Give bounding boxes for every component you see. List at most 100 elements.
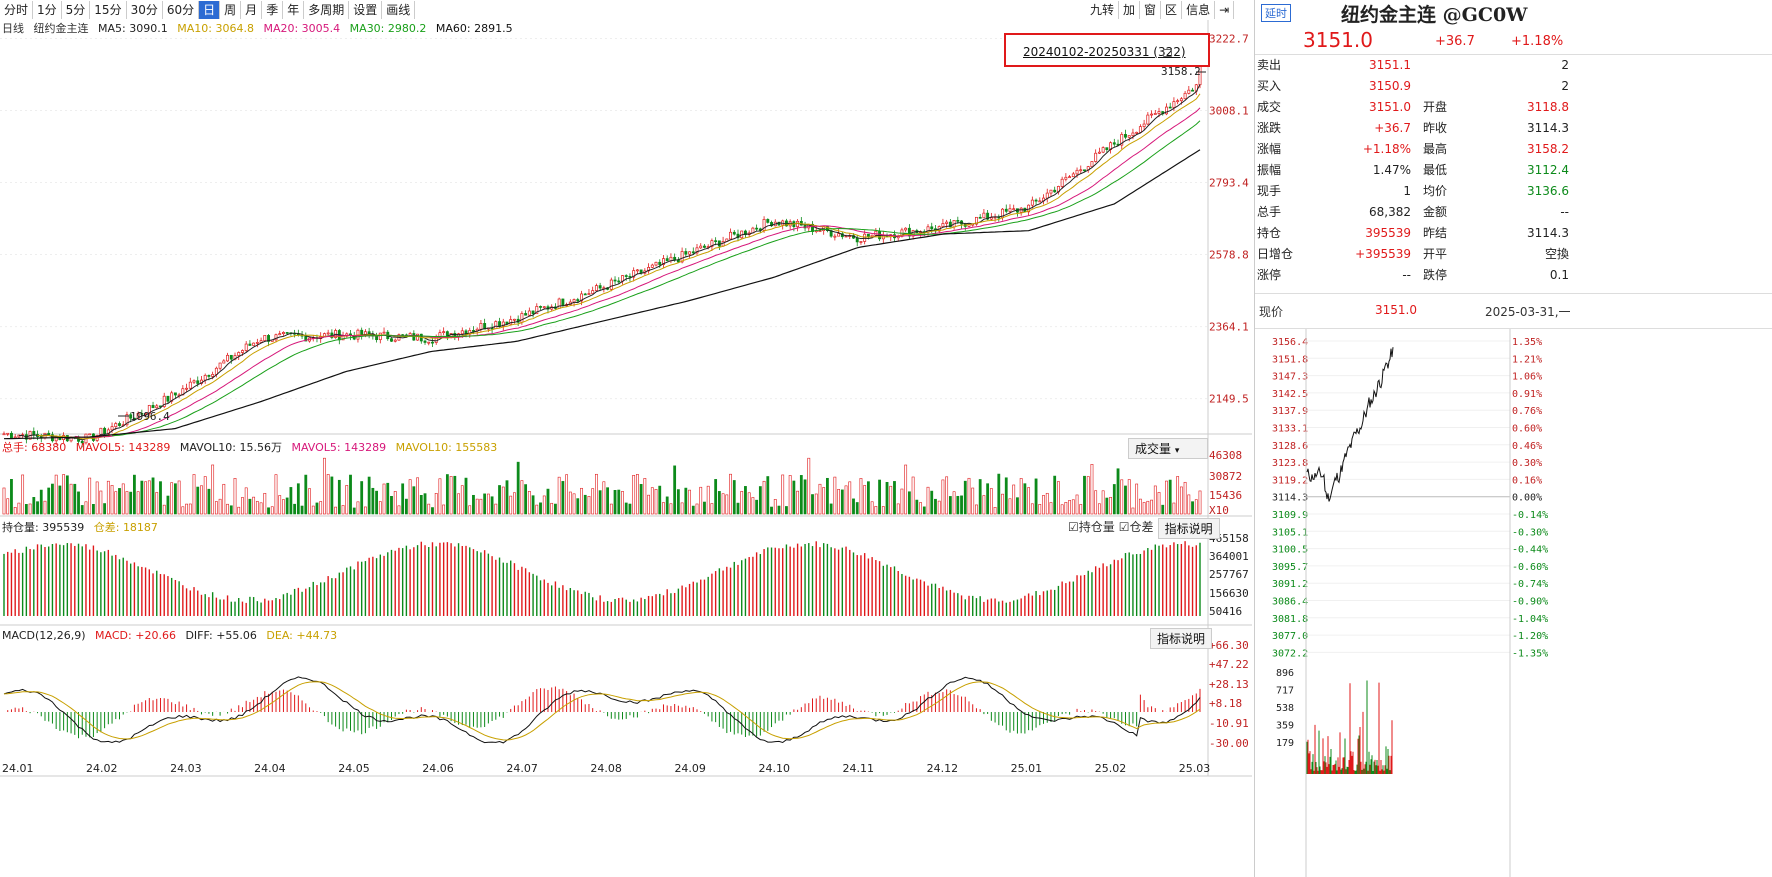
collapse-panel-icon[interactable]: ⇥: [1215, 1, 1235, 19]
volume-bar: [1071, 499, 1075, 515]
quote-row-value2: 0.1: [1549, 268, 1569, 282]
period-tab-6[interactable]: 日: [199, 1, 221, 19]
volume-bar: [896, 503, 900, 515]
intraday-chart[interactable]: 3156.4 1.35% 3151.8 1.21% 3147.3 1.06% 3142.5 0…: [1254, 329, 1572, 877]
candle-body: [557, 298, 561, 309]
period-tab-12[interactable]: 设置: [349, 1, 383, 19]
candle-body: [1168, 106, 1172, 109]
quote-row-value: --: [1402, 268, 1411, 282]
volume-bar: [464, 477, 468, 515]
period-tab-5[interactable]: 60分: [163, 1, 200, 19]
candle-body: [837, 233, 841, 237]
volume-bar: [669, 503, 673, 515]
period-tab-0[interactable]: 分时: [0, 1, 34, 19]
volume-bar: [826, 477, 829, 515]
volume-bar: [658, 485, 662, 515]
candle-body: [974, 216, 978, 225]
volume-bar: [252, 496, 256, 515]
period-tab-7[interactable]: 周: [220, 1, 242, 19]
quote-row-key: 涨停: [1257, 268, 1282, 282]
candle-body: [442, 331, 446, 333]
volume-bar: [259, 502, 263, 515]
date-range-box[interactable]: 20240102-20250331 (322): [1004, 33, 1210, 67]
volume-bar: [941, 479, 945, 515]
quote-row-value: 395539: [1365, 226, 1411, 240]
candle-body: [103, 427, 107, 435]
kline-chart[interactable]: 3222.7 3008.1 2793.4 2578.8 2364.1 2149.5 3158…: [0, 0, 1252, 877]
quote-row-key: 总手: [1257, 205, 1282, 219]
period-tab-8[interactable]: 月: [241, 1, 263, 19]
date-axis-label: 24.10: [759, 762, 791, 775]
oi-diff-value: 18187: [122, 521, 158, 534]
lock-icon[interactable]: [1163, 49, 1172, 57]
volume-bar: [591, 488, 595, 515]
volume-bar: [874, 506, 878, 515]
period-tab-2[interactable]: 5分: [62, 1, 91, 19]
volume-bar: [43, 500, 47, 515]
period-tab-13[interactable]: 画线: [382, 1, 416, 19]
period-tab-9[interactable]: 季: [262, 1, 284, 19]
intraday-price-label: 3151.8: [1272, 354, 1308, 365]
oi-axis-label: 50416: [1209, 605, 1242, 618]
candle-body: [185, 387, 189, 390]
period-tab-11[interactable]: 多周期: [304, 1, 350, 19]
volume-bar: [211, 464, 215, 515]
volume-bar: [680, 502, 684, 515]
oi-explain-button[interactable]: 指标说明: [1157, 518, 1220, 539]
tool-button-4[interactable]: 信息: [1182, 1, 1216, 19]
volume-bar: [1153, 485, 1157, 515]
candle-body: [132, 417, 136, 420]
candle-body: [267, 335, 270, 342]
candle-body: [375, 335, 379, 341]
quote-row: 现手 1 均价 3136.6: [1257, 181, 1569, 202]
candle-body: [635, 269, 639, 272]
volume-bar: [662, 502, 665, 515]
intraday-price-label: 3123.8: [1272, 458, 1308, 469]
volume-bar: [233, 478, 237, 515]
volume-bar: [352, 507, 356, 515]
volume-bar: [73, 483, 77, 515]
oi-checkbox[interactable]: ☑持仓量: [1068, 520, 1115, 534]
volume-bar: [1090, 464, 1094, 515]
period-tab-3[interactable]: 15分: [90, 1, 127, 19]
volume-bar: [136, 491, 140, 515]
volume-bar: [736, 502, 740, 515]
volume-bar: [729, 473, 732, 515]
volume-bar: [721, 493, 725, 515]
candle-body: [431, 341, 434, 344]
volume-bar: [1045, 492, 1049, 515]
candle-body: [572, 299, 576, 303]
candle-body: [1183, 92, 1187, 100]
volume-bar: [62, 474, 66, 515]
tool-button-2[interactable]: 窗: [1140, 1, 1162, 19]
candle-body: [229, 354, 233, 360]
volume-bar: [334, 506, 338, 515]
quote-row-key2: 开平: [1422, 247, 1447, 261]
volume-bar: [1176, 476, 1180, 515]
volume-bar: [1101, 490, 1105, 515]
quote-row-key2: [1411, 76, 1447, 97]
period-tab-1[interactable]: 1分: [33, 1, 62, 19]
tool-button-0[interactable]: 九转: [1086, 1, 1120, 19]
candle-body: [583, 293, 587, 296]
period-tab-10[interactable]: 年: [283, 1, 305, 19]
candle-body: [326, 332, 330, 335]
quote-row-key2: 最高: [1422, 142, 1447, 156]
volume-bar: [770, 506, 773, 515]
diff-checkbox[interactable]: ☑仓差: [1118, 520, 1154, 534]
macd-explain-button[interactable]: 指标说明: [1150, 628, 1213, 649]
period-tab-4[interactable]: 30分: [127, 1, 163, 19]
volume-bar: [684, 487, 688, 515]
candle-body: [188, 381, 192, 389]
date-range-text[interactable]: 20240102-20250331 (322): [1023, 45, 1186, 59]
volume-bar: [777, 505, 781, 515]
volume-bar: [162, 504, 166, 515]
volume-bar: [1187, 494, 1191, 515]
quote-row-value: +1.18%: [1362, 142, 1411, 156]
volume-bar: [125, 491, 129, 515]
intraday-pct-label: 0.60%: [1512, 424, 1542, 435]
volume-indicator-dropdown[interactable]: 成交量 ▾: [1128, 438, 1208, 459]
tool-button-3[interactable]: 区: [1161, 1, 1183, 19]
quote-row-key: 振幅: [1257, 163, 1282, 177]
tool-button-1[interactable]: 加: [1119, 1, 1141, 19]
